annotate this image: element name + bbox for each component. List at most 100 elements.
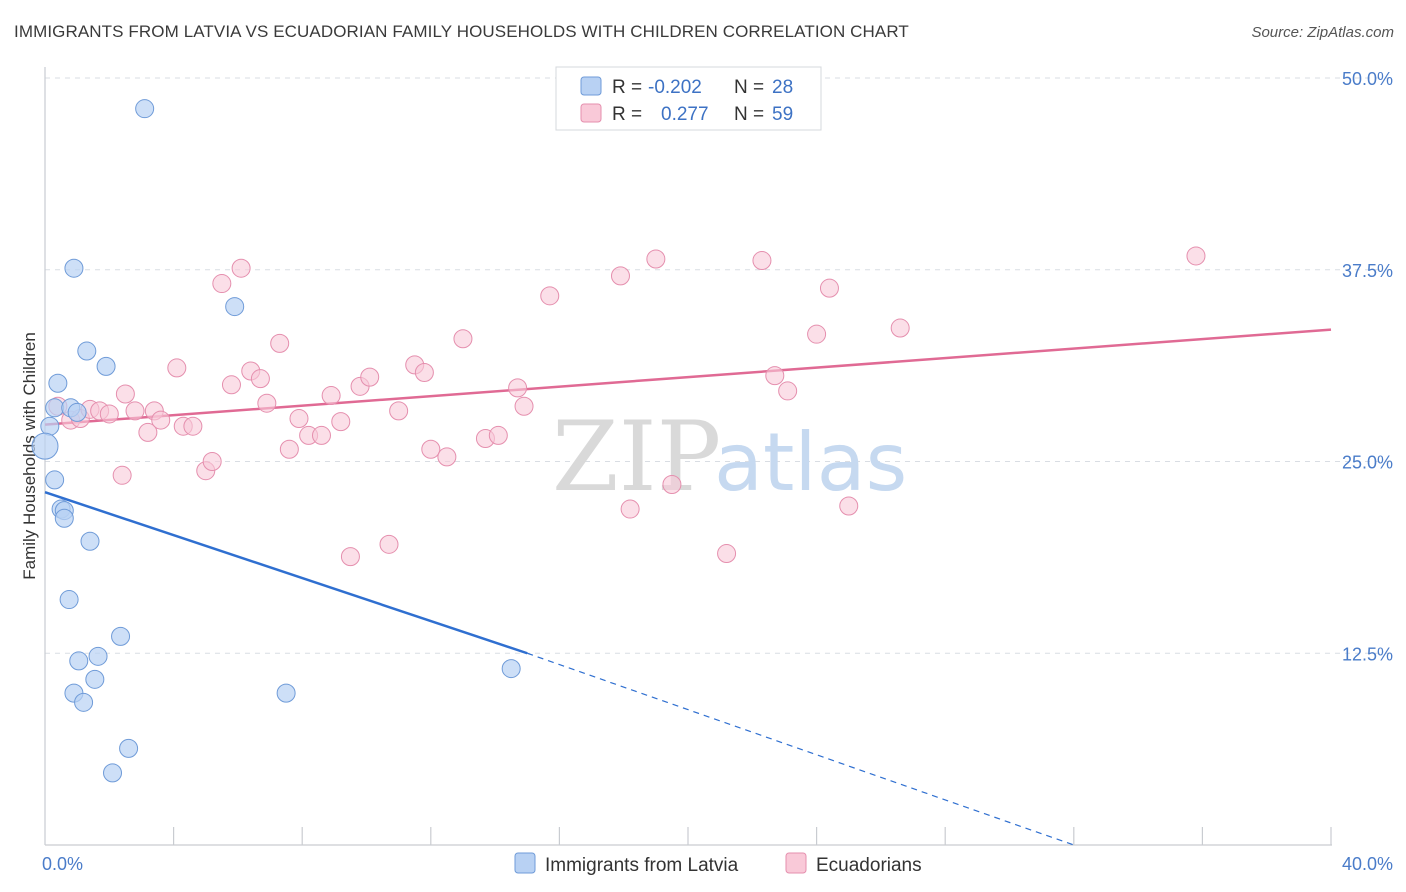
ecuadorians-point (620, 499, 640, 519)
ecuadorians-point (99, 404, 119, 424)
ecuadorians-point (289, 409, 309, 429)
legend-swatch-ecuadorians (580, 103, 602, 123)
legend-r-label-latvia: R = (612, 77, 642, 98)
ecuadorians-point (167, 358, 187, 378)
source-label: Source: ZipAtlas.com (1251, 24, 1394, 41)
latvia-point (48, 373, 68, 393)
ecuadorians-point (765, 366, 785, 386)
ecuadorians-point (221, 375, 241, 395)
y-tick-label: 12.5% (1342, 644, 1393, 664)
ecuadorians-point (270, 333, 290, 353)
latvia-point (119, 738, 139, 758)
y-tick-label: 37.5% (1342, 261, 1393, 281)
series-legend: Immigrants from Latvia Ecuadorians (514, 852, 922, 876)
y-tick-label: 50.0% (1342, 69, 1393, 89)
latvia-point (64, 258, 84, 278)
ecuadorians-point (646, 249, 666, 269)
latvia-points (31, 99, 521, 783)
latvia-point (45, 398, 65, 418)
ecuadorians-point (437, 447, 457, 467)
stats-legend: R = -0.202 N = 28 R = 0.277 N = 59 (555, 66, 822, 131)
chart-title: IMMIGRANTS FROM LATVIA VS ECUADORIAN FAM… (14, 22, 909, 41)
ecuadorians-point (379, 534, 399, 554)
ecuadorians-point (540, 286, 560, 306)
ecuadorians-point (321, 386, 341, 406)
latvia-point (67, 402, 87, 422)
ecuadorians-point (890, 318, 910, 338)
gridlines (45, 77, 1393, 654)
ecuadorians-point (151, 410, 171, 430)
latvia-point (85, 669, 105, 689)
watermark-zip: ZIP (552, 401, 721, 513)
ecuadorians-point (839, 496, 859, 516)
latvia-point (111, 626, 131, 646)
latvia-point (225, 297, 245, 317)
ecuadorians-point (340, 547, 360, 567)
ecuadorians-point (453, 329, 473, 349)
legend-swatch-latvia (580, 76, 602, 96)
ecuadorians-point (778, 381, 798, 401)
latvia-point (501, 659, 521, 679)
legend-r-value-ecuadorians: 0.277 (661, 104, 709, 125)
y-tick-label: 25.0% (1342, 453, 1393, 473)
legend-n-label-latvia: N = (734, 77, 764, 98)
ecuadorians-point (250, 369, 270, 389)
x-tick-label-max: 40.0% (1342, 854, 1393, 874)
ecuadorians-point (610, 266, 630, 286)
series-legend-swatch-ecuadorians (785, 852, 807, 874)
ecuadorians-point (662, 475, 682, 495)
latvia-point (45, 470, 65, 490)
ecuadorians-point (279, 439, 299, 459)
latvia-point (77, 341, 97, 361)
ecuadorians-point (125, 401, 145, 421)
watermark-atlas: atlas (714, 416, 907, 509)
latvia-trend-line (44, 490, 528, 655)
ecuadorians-point (488, 425, 508, 445)
latvia-point (88, 646, 108, 666)
legend-n-value-latvia: 28 (772, 77, 793, 98)
legend-n-label-ecuadorians: N = (734, 104, 764, 125)
ecuadorians-point (183, 416, 203, 436)
ecuadorians-point (231, 258, 251, 278)
latvia-point (59, 590, 79, 610)
ecuadorians-point (138, 422, 158, 442)
series-legend-label-ecuadorians: Ecuadorians (816, 855, 922, 876)
ecuadorians-point (360, 367, 380, 387)
latvia-point (276, 683, 296, 703)
ecuadorians-point (112, 465, 132, 485)
ecuadorians-point (421, 439, 441, 459)
latvia-point (74, 692, 94, 712)
ecuadorians-point (508, 378, 528, 398)
legend-r-label-ecuadorians: R = (612, 104, 642, 125)
legend-n-value-ecuadorians: 59 (772, 104, 793, 125)
latvia-point (96, 356, 116, 376)
ecuadorians-point (1186, 246, 1206, 266)
legend-r-value-latvia: -0.202 (648, 77, 702, 98)
ecuadorians-point (717, 544, 737, 564)
ecuadorians-point (212, 274, 232, 294)
ecuadorians-point (331, 412, 351, 432)
latvia-point (54, 508, 74, 528)
latvia-point (135, 99, 155, 119)
ecuadorians-point (257, 393, 277, 413)
ecuadorians-point (752, 251, 772, 271)
ecuadorians-point (807, 324, 827, 344)
ecuadorians-points (48, 246, 1206, 567)
y-tick-labels: 12.5% 25.0% 37.5% 50.0% (1342, 69, 1393, 664)
ecuadorians-point (514, 396, 534, 416)
x-axis-ticks (173, 827, 1332, 845)
ecuadorians-point (202, 452, 222, 471)
x-tick-label-min: 0.0% (42, 854, 83, 874)
series-legend-swatch-latvia (514, 852, 536, 874)
latvia-point (69, 651, 89, 671)
latvia-point (40, 416, 60, 436)
series-legend-label-latvia: Immigrants from Latvia (545, 855, 739, 876)
y-axis-title: Family Households with Children (20, 332, 39, 580)
latvia-point (80, 531, 100, 551)
latvia-trend-extension (527, 652, 1074, 846)
ecuadorians-point (311, 425, 331, 445)
watermark: ZIP atlas (552, 401, 907, 513)
latvia-point (31, 432, 59, 460)
ecuadorians-point (819, 278, 839, 298)
